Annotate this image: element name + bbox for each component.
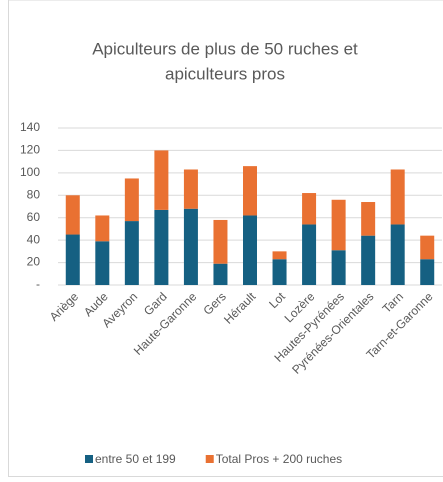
bar-segment bbox=[302, 224, 316, 285]
bar-segment bbox=[125, 178, 139, 221]
bar-segment bbox=[361, 236, 375, 285]
bar-segment bbox=[184, 169, 198, 208]
y-tick-label: 80 bbox=[27, 187, 41, 201]
bar-segment bbox=[243, 215, 257, 285]
bar-segment bbox=[332, 250, 346, 285]
bar-segment bbox=[213, 220, 227, 264]
legend-swatch bbox=[85, 455, 93, 463]
bar-segment bbox=[95, 241, 109, 285]
y-tick-label: 60 bbox=[27, 210, 41, 224]
y-tick-label: 20 bbox=[27, 255, 41, 269]
legend-swatch bbox=[206, 455, 214, 463]
chart-title: apiculteurs pros bbox=[165, 64, 285, 83]
bar-segment bbox=[95, 215, 109, 241]
bar-segment bbox=[154, 150, 168, 209]
bar-segment bbox=[391, 224, 405, 285]
bar-segment bbox=[420, 236, 434, 260]
bar-segment bbox=[420, 259, 434, 285]
bar-segment bbox=[332, 200, 346, 250]
bar-segment bbox=[125, 221, 139, 285]
bar-segment bbox=[243, 166, 257, 215]
bar-segment bbox=[361, 202, 375, 236]
y-tick-label: - bbox=[36, 277, 40, 291]
bar-segment bbox=[273, 251, 287, 259]
bar-segment bbox=[213, 264, 227, 285]
bar-segment bbox=[154, 210, 168, 285]
y-tick-label: 40 bbox=[27, 232, 41, 246]
bar-segment bbox=[273, 259, 287, 285]
y-tick-label: 140 bbox=[20, 120, 40, 134]
bar-segment bbox=[184, 209, 198, 285]
legend-label: entre 50 et 199 bbox=[95, 452, 176, 466]
y-tick-label: 120 bbox=[20, 143, 40, 157]
y-tick-label: 100 bbox=[20, 165, 40, 179]
bar-segment bbox=[302, 193, 316, 224]
bar-segment bbox=[66, 195, 80, 234]
chart-title: Apiculteurs de plus de 50 ruches et bbox=[92, 39, 358, 58]
bar-segment bbox=[66, 235, 80, 285]
legend-label: Total Pros + 200 ruches bbox=[216, 452, 342, 466]
bar-segment bbox=[391, 169, 405, 224]
